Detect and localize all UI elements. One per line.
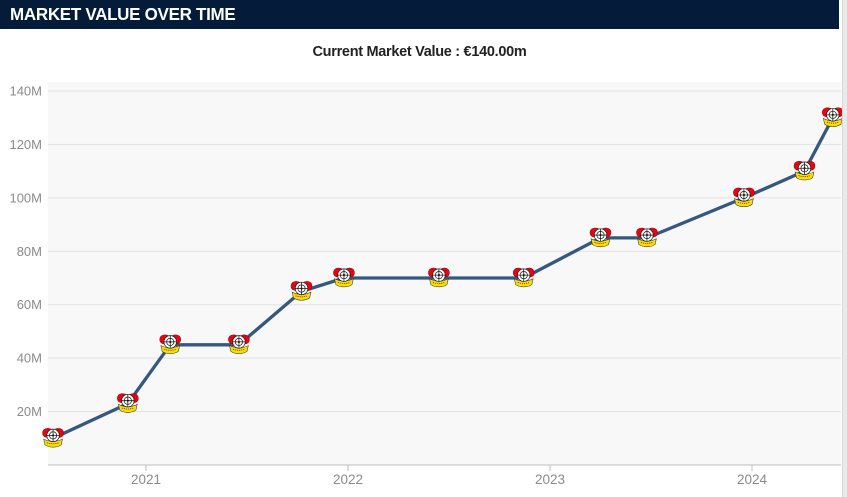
x-axis-tick-label: 2024 xyxy=(737,472,768,487)
section-header: MARKET VALUE OVER TIME xyxy=(0,0,839,29)
y-axis-tick-label: 60M xyxy=(17,297,42,312)
x-axis-tick-label: 2023 xyxy=(535,472,565,487)
y-axis-tick-label: 20M xyxy=(17,404,42,419)
chart-axis-labels: 20M 40M 60M 80M 100M 120M 140M 2021 2022 2023 2024 xyxy=(9,84,767,488)
y-axis-tick-label: 120M xyxy=(9,137,42,152)
page-scrollbar[interactable] xyxy=(842,0,847,497)
section-title: MARKET VALUE OVER TIME xyxy=(10,4,236,24)
chart-axes xyxy=(48,464,841,471)
y-axis-tick-label: 80M xyxy=(17,244,42,259)
y-axis-tick-label: 40M xyxy=(17,351,42,366)
chart-gridlines xyxy=(48,90,841,413)
x-axis-tick-label: 2022 xyxy=(333,472,363,487)
x-axis-tick-label: 2021 xyxy=(131,472,161,487)
current-market-value-text: Current Market Value : €140.00m xyxy=(312,44,527,60)
y-axis-tick-label: 100M xyxy=(9,190,42,205)
y-axis-tick-label: 140M xyxy=(9,84,42,99)
